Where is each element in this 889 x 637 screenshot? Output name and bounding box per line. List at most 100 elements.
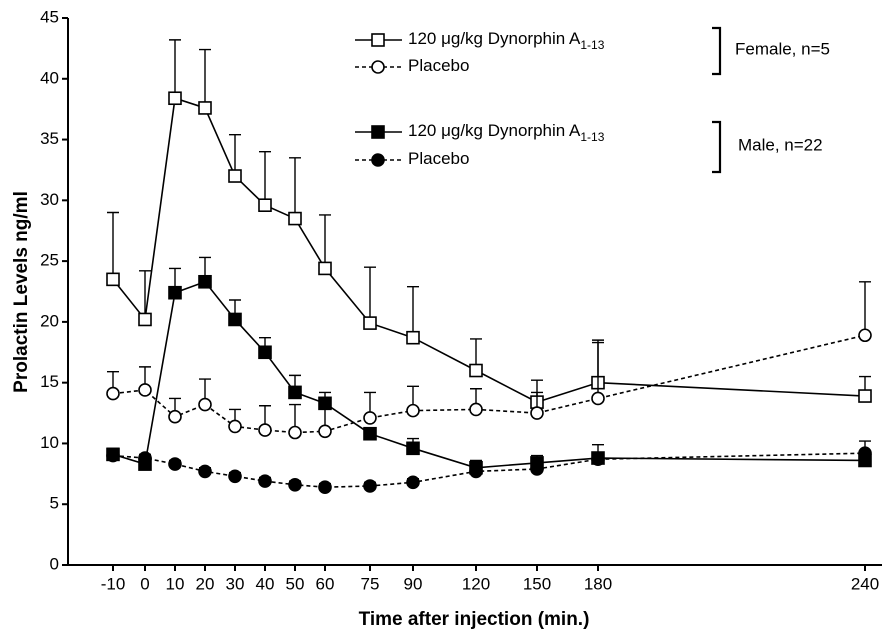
legend-name: Placebo xyxy=(408,149,469,168)
legend-label: Placebo xyxy=(408,56,469,75)
legend-name: 120 μg/kg Dynorphin A xyxy=(408,29,581,48)
data-point xyxy=(318,424,332,439)
data-point xyxy=(138,451,152,465)
data-point xyxy=(258,198,272,212)
x-tick-label: 180 xyxy=(584,574,612,593)
x-tick-label: 10 xyxy=(166,574,185,593)
error-bar xyxy=(319,214,331,269)
x-tick-label: 240 xyxy=(851,574,879,593)
data-point xyxy=(363,426,377,441)
x-tick-label: 75 xyxy=(361,574,380,593)
data-point xyxy=(228,169,242,183)
data-point xyxy=(228,419,242,434)
data-point xyxy=(363,411,377,425)
error-bar xyxy=(229,133,241,177)
x-tick-label: 0 xyxy=(140,574,149,593)
data-point xyxy=(469,402,483,417)
error-bar xyxy=(199,48,211,108)
error-bar xyxy=(259,151,271,206)
legend-marker xyxy=(371,60,385,74)
data-point xyxy=(318,261,332,276)
y-tick-label: 15 xyxy=(40,372,59,391)
data-point xyxy=(288,385,302,400)
data-point xyxy=(469,363,483,378)
y-tick-label: 35 xyxy=(40,129,59,148)
data-point xyxy=(258,474,272,488)
data-point xyxy=(258,423,272,437)
legend-label: 120 μg/kg Dynorphin A1-13 xyxy=(408,29,605,52)
legend-name: Placebo xyxy=(408,56,469,75)
data-point xyxy=(858,446,872,460)
data-point xyxy=(858,389,872,403)
y-axis-title: Prolactin Levels ng/ml xyxy=(11,191,32,393)
data-point xyxy=(363,479,377,493)
data-point xyxy=(858,328,872,343)
legend-name: 120 μg/kg Dynorphin A xyxy=(408,121,581,140)
data-point xyxy=(198,464,212,479)
legend-bracket xyxy=(712,120,722,174)
data-point xyxy=(406,475,420,490)
y-tick-label: 40 xyxy=(40,68,59,87)
legend-subscript: 1-13 xyxy=(580,38,604,52)
data-point xyxy=(469,464,483,479)
data-point xyxy=(318,396,332,411)
x-axis-title: Time after injection (min.) xyxy=(359,609,590,630)
legend-label: 120 μg/kg Dynorphin A1-13 xyxy=(408,121,605,144)
x-tick-label: -10 xyxy=(101,574,126,593)
y-tick-label: 20 xyxy=(40,311,59,330)
y-tick-label: 30 xyxy=(40,190,59,209)
data-point xyxy=(106,272,120,287)
data-point xyxy=(258,345,272,360)
x-tick-label: 20 xyxy=(196,574,215,593)
y-tick-label: 25 xyxy=(40,251,59,270)
legend-label: Placebo xyxy=(408,149,469,168)
data-point xyxy=(138,383,152,397)
x-tick-label: 40 xyxy=(256,574,275,593)
legend-marker xyxy=(371,153,385,167)
data-point xyxy=(591,452,605,467)
data-point xyxy=(198,397,212,412)
error-bar xyxy=(289,157,301,219)
y-tick-label: 5 xyxy=(50,494,59,513)
legend-subscript: 1-13 xyxy=(580,130,604,144)
data-point xyxy=(228,469,242,484)
data-point xyxy=(288,477,302,492)
data-point xyxy=(168,91,182,106)
data-point xyxy=(288,211,302,226)
series-line xyxy=(112,280,866,469)
error-bar xyxy=(139,270,151,320)
x-tick-label: 90 xyxy=(404,574,423,593)
x-tick-label: 120 xyxy=(462,574,490,593)
legend-marker xyxy=(371,33,385,47)
data-point xyxy=(168,457,182,471)
data-point xyxy=(288,425,302,440)
series-line xyxy=(112,452,866,489)
data-point xyxy=(168,409,182,424)
data-point xyxy=(168,285,182,300)
y-tick-label: 0 xyxy=(50,554,59,573)
data-point xyxy=(530,462,544,476)
data-point xyxy=(406,330,420,345)
data-point xyxy=(138,312,152,327)
x-tick-label: 150 xyxy=(523,574,551,593)
data-point xyxy=(198,274,212,289)
error-bar xyxy=(107,211,119,280)
legend-group-label: Male, n=22 xyxy=(738,135,823,154)
data-point xyxy=(406,441,420,456)
data-point xyxy=(106,448,120,463)
data-point xyxy=(591,391,605,406)
error-bar xyxy=(592,339,604,399)
y-tick-label: 45 xyxy=(40,7,59,26)
x-tick-label: 60 xyxy=(316,574,335,593)
x-tick-label: 50 xyxy=(286,574,305,593)
error-bar xyxy=(407,285,419,338)
data-point xyxy=(228,312,242,327)
series-line xyxy=(112,334,866,434)
data-point xyxy=(198,101,212,115)
legend-marker xyxy=(371,125,385,139)
error-bar xyxy=(364,266,376,324)
legend-group-label: Female, n=5 xyxy=(735,39,830,58)
data-point xyxy=(106,386,120,401)
data-point xyxy=(530,406,544,420)
